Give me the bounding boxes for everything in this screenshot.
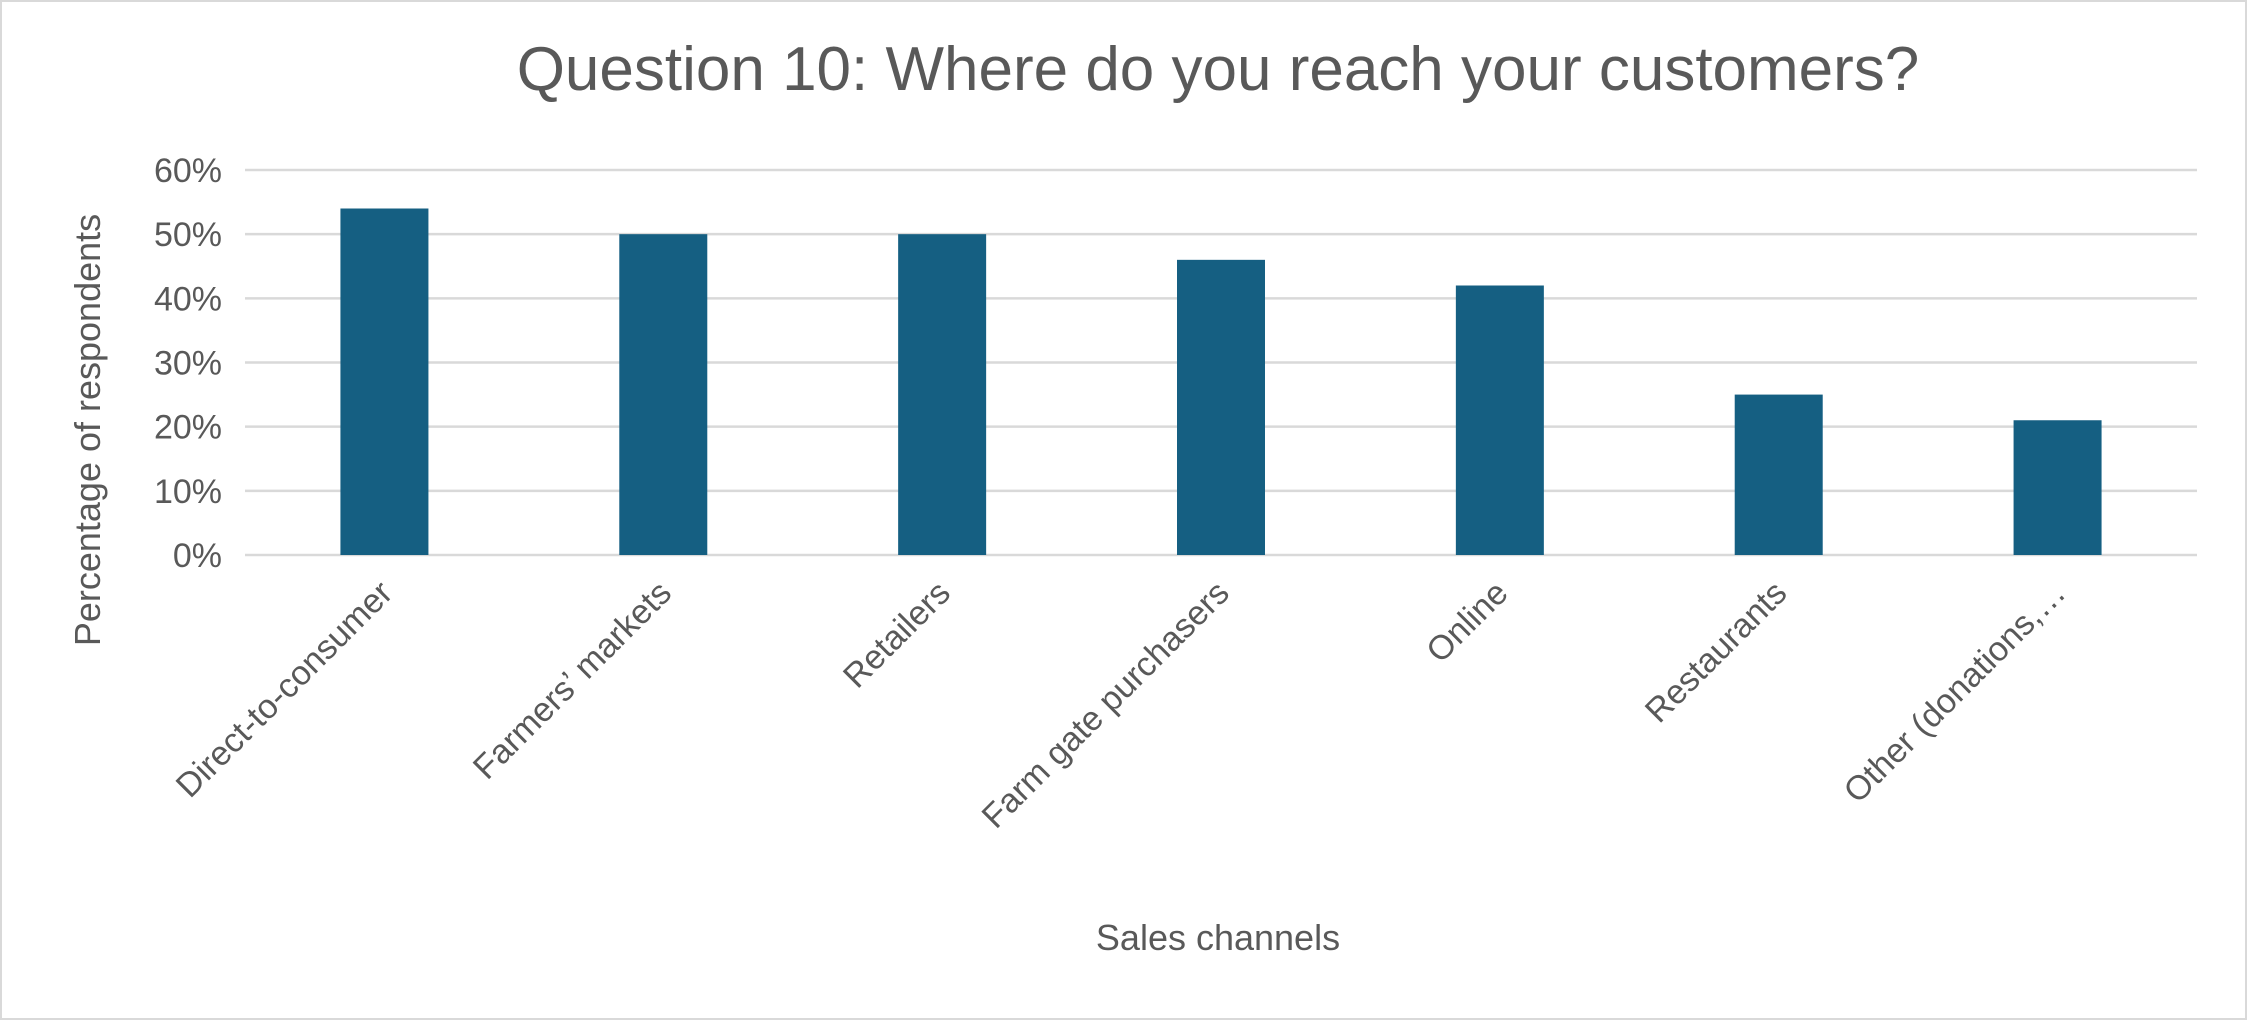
bar	[1177, 259, 1265, 555]
bar	[1455, 285, 1544, 555]
bars	[340, 208, 2102, 555]
y-tick-label: 20%	[154, 409, 222, 447]
y-tick-label: 0%	[173, 537, 222, 575]
y-axis-ticks: 0% 10% 20% 30% 40% 50% 60%	[154, 152, 222, 575]
bar	[619, 234, 708, 555]
y-tick-label: 40%	[154, 280, 222, 318]
chart-title: Question 10: Where do you reach your cus…	[517, 35, 1920, 104]
y-tick-label: 10%	[154, 473, 222, 511]
bar	[898, 234, 987, 555]
x-axis-title: Sales channels	[1096, 917, 1340, 958]
y-tick-label: 50%	[154, 216, 222, 254]
bar	[340, 208, 429, 555]
y-tick-label: 60%	[154, 152, 222, 190]
bar	[1734, 394, 1823, 555]
y-tick-label: 30%	[154, 345, 222, 383]
bar	[2013, 420, 2102, 555]
y-axis-title: Percentage of respondents	[67, 214, 108, 646]
